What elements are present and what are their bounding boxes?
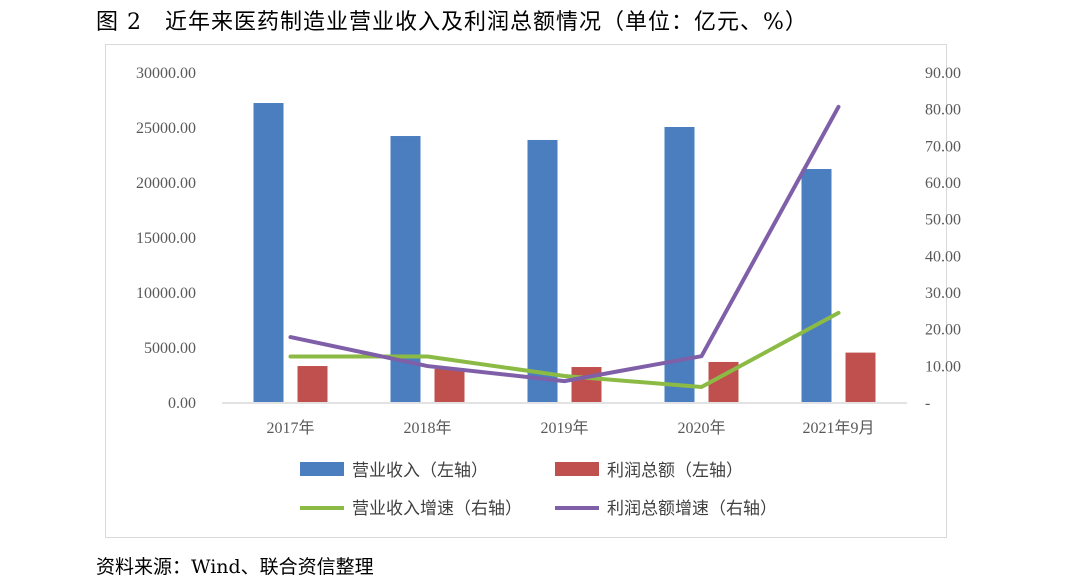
legend-swatch: [555, 462, 599, 476]
legend-label: 利润总额增速（右轴）: [607, 499, 777, 518]
line-revenue-growth: [288, 310, 841, 389]
right-axis-tick-label: 80.00: [925, 102, 961, 119]
x-axis-tick-label: 2019年: [540, 419, 588, 437]
right-axis-tick-label: 40.00: [925, 248, 961, 265]
bar-profit: [434, 369, 465, 402]
legend-label: 利润总额（左轴）: [607, 461, 743, 480]
bar-revenue: [527, 139, 558, 403]
line-profit-growth: [288, 104, 841, 384]
bar-profit: [297, 366, 328, 402]
left-axis-tick-label: 0.00: [168, 395, 196, 412]
left-axis-tick-label: 15000.00: [136, 230, 196, 247]
left-axis-tick-label: 25000.00: [136, 120, 196, 137]
right-axis-tick-label: 90.00: [925, 65, 961, 82]
right-axis-tick-label: 20.00: [925, 322, 961, 339]
legend-label: 营业收入（左轴）: [352, 461, 488, 480]
left-axis-tick-label: 20000.00: [136, 175, 196, 192]
bar-profit: [845, 352, 876, 402]
legend-swatch: [300, 462, 344, 476]
bar-revenue: [253, 103, 284, 403]
right-axis-tick-label: 60.00: [925, 175, 961, 192]
right-axis-tick-label: 50.00: [925, 212, 961, 229]
right-axis-tick-label: 30.00: [925, 285, 961, 302]
left-axis-tick-label: 5000.00: [144, 340, 196, 357]
right-axis-tick-label: 10.00: [925, 358, 961, 375]
left-axis-tick-label: 10000.00: [136, 285, 196, 302]
x-axis-tick-label: 2021年9月: [802, 419, 874, 437]
bar-revenue: [664, 127, 695, 402]
x-axis-tick-label: 2020年: [677, 419, 725, 437]
x-axis-tick-label: 2017年: [266, 419, 314, 437]
bar-revenue: [801, 169, 832, 402]
x-axis-tick-label: 2018年: [403, 419, 451, 437]
bar-profit: [571, 367, 602, 402]
right-axis-tick-label: -: [925, 395, 930, 412]
figure-title: 图 2 近年来医药制造业营业收入及利润总额情况（单位：亿元、%）: [96, 10, 808, 35]
right-axis-tick-label: 70.00: [925, 138, 961, 155]
chart-frame: [105, 44, 947, 538]
left-axis-tick-label: 30000.00: [136, 65, 196, 82]
source-note: 资料来源：Wind、联合资信整理: [96, 556, 374, 578]
legend-label: 营业收入增速（右轴）: [352, 499, 522, 518]
